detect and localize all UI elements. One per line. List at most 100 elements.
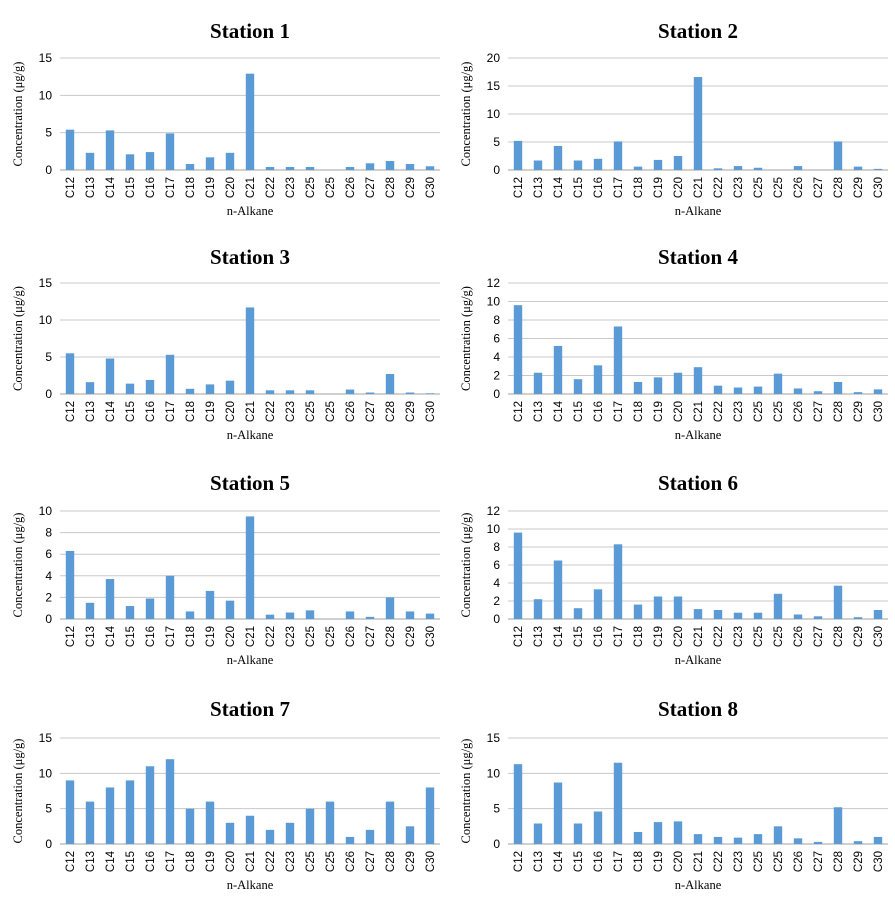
chart-panel-5: Station 5 0 2 4 6 8 10 C12 C13 C14 C15 C16 C17 C18 C19…	[0, 452, 447, 674]
bar-c14	[553, 145, 563, 170]
x-tick-label: C13	[85, 851, 97, 872]
y-tick-label: 2	[493, 369, 500, 383]
bar-c17	[613, 544, 623, 619]
x-tick-label: C15	[573, 626, 585, 647]
y-axis-label: Concentration (μg/g)	[11, 62, 25, 167]
x-tick-label: C15	[573, 177, 585, 198]
x-tick-label: C16	[593, 626, 605, 647]
bar-chart-3: Station 3 0 5 10 15 C12 C13 C14 C15 C16 C17 C18 C19 C…	[11, 245, 440, 442]
x-tick-label: C17	[613, 851, 625, 872]
x-tick-label: C15	[573, 401, 585, 422]
y-tick-label: 15	[487, 79, 501, 93]
x-tick-label: C16	[593, 851, 605, 872]
y-tick-label: 15	[39, 276, 53, 290]
bar-c25	[305, 390, 315, 394]
x-tick-label: C26	[793, 401, 805, 422]
bar-c25	[305, 610, 315, 619]
y-tick-label: 0	[45, 837, 52, 851]
bar-c12	[513, 140, 523, 170]
bar-c16	[145, 598, 155, 619]
y-tick-label: 15	[39, 51, 53, 65]
x-axis-label: n-Alkane	[227, 428, 274, 442]
x-tick-label: C28	[385, 177, 397, 198]
bar-c15	[125, 154, 135, 170]
x-tick-label: C13	[533, 401, 545, 422]
x-tick-label: C30	[873, 177, 885, 198]
x-tick-label: C13	[533, 626, 545, 647]
x-axis-label: n-Alkane	[227, 653, 274, 667]
bar-c13	[85, 382, 95, 394]
bar-c21	[245, 516, 255, 619]
chart-title: Station 2	[658, 19, 738, 43]
x-tick-label: C13	[533, 851, 545, 872]
bar-c27	[365, 829, 375, 844]
bar-c23	[733, 612, 743, 619]
x-tick-label: C30	[873, 851, 885, 872]
x-tick-label: C16	[145, 177, 157, 198]
y-tick-label: 8	[493, 313, 500, 327]
x-tick-label: C18	[633, 851, 645, 872]
bar-c30	[873, 168, 883, 170]
bar-c23	[733, 387, 743, 394]
x-tick-label: C26	[345, 626, 357, 647]
bar-c14	[105, 579, 115, 619]
bar-c16	[593, 158, 603, 170]
y-tick-label: 0	[45, 612, 52, 626]
bar-c29	[405, 164, 415, 170]
x-tick-label: C23	[733, 401, 745, 422]
bar-c28	[833, 585, 843, 619]
bar-c29	[405, 392, 415, 394]
bar-c26	[793, 838, 803, 844]
bar-c29	[853, 841, 863, 844]
bar-c12	[65, 550, 75, 619]
x-tick-label: C19	[653, 401, 665, 422]
x-tick-label: C14	[553, 400, 565, 422]
bar-c20	[673, 821, 683, 844]
x-tick-label: C20	[673, 401, 685, 422]
bar-c25	[305, 808, 315, 844]
bar-c19	[205, 801, 215, 844]
x-axis-label: n-Alkane	[675, 204, 722, 218]
bar-c19	[653, 822, 663, 844]
bar-c25	[753, 612, 763, 619]
chart-panel-7: Station 7 0 5 10 15 C12 C13 C14 C15 C16 C17 C18 C19 C…	[0, 678, 447, 900]
chart-panel-3: Station 3 0 5 10 15 C12 C13 C14 C15 C16 C17 C18 C19 C…	[0, 226, 447, 448]
bar-chart-1: Station 1 0 5 10 15 C12 C13 C14 C15 C16 C17 C18 C19 C…	[11, 19, 440, 218]
chart-panel-8: Station 8 0 5 10 15 C12 C13 C14 C15 C16 C17 C18 C19 C…	[448, 678, 895, 900]
bar-c28	[833, 807, 843, 844]
x-tick-label: C22	[265, 626, 277, 647]
bar-c13	[85, 152, 95, 170]
x-tick-label: C19	[653, 177, 665, 198]
x-tick-label: C28	[833, 626, 845, 647]
bar-c16	[593, 811, 603, 844]
x-tick-label: C19	[205, 177, 217, 198]
bar-c29	[405, 611, 415, 619]
bar-c15	[125, 383, 135, 394]
x-tick-label: C14	[105, 400, 117, 422]
x-tick-label: C23	[285, 177, 297, 198]
bar-c22	[713, 610, 723, 619]
bar-c21	[693, 609, 703, 619]
x-axis-label: n-Alkane	[675, 428, 722, 442]
y-tick-label: 0	[45, 163, 52, 177]
bar-c12	[65, 780, 75, 844]
y-tick-label: 0	[493, 387, 500, 401]
x-tick-label: C26	[793, 177, 805, 198]
bar-c13	[85, 801, 95, 844]
x-tick-label: C17	[165, 851, 177, 872]
y-tick-label: 12	[487, 504, 501, 518]
x-tick-label: C14	[105, 850, 117, 872]
bar-c28	[833, 141, 843, 170]
bar-c23	[285, 612, 295, 619]
bar-c17	[165, 759, 175, 844]
bar-c26	[793, 388, 803, 394]
bar-c27	[365, 392, 375, 394]
x-tick-label: C17	[613, 626, 625, 647]
x-tick-label: C17	[165, 401, 177, 422]
x-tick-label: C20	[673, 177, 685, 198]
x-tick-label: C21	[693, 851, 705, 872]
bar-chart-4: Station 4 0 2 4 6 8 10 12 C12 C13 C14 C15 C16 C17 C18 C…	[459, 245, 888, 442]
x-tick-label: C18	[633, 177, 645, 198]
x-tick-label: C30	[873, 401, 885, 422]
y-tick-label: 10	[39, 766, 53, 780]
